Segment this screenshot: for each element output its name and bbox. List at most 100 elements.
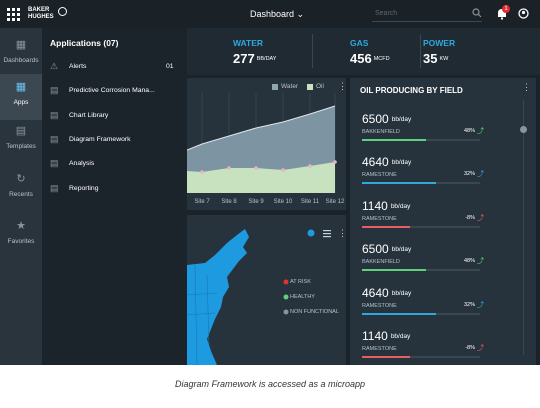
app-label[interactable]: Analysis [69, 160, 95, 168]
title-text: Dashboard [250, 9, 295, 19]
logo-text: BAKER [28, 7, 50, 13]
app-label[interactable]: Predictive Corrosion Mana... [69, 87, 155, 95]
x-label: Site 12 [325, 199, 345, 205]
field-unit: bb/day [390, 333, 411, 340]
map [187, 229, 331, 365]
field-value: 4640 [362, 155, 389, 170]
x-label: Site 7 [194, 199, 210, 205]
divider [312, 34, 313, 68]
legend-swatch [307, 84, 313, 90]
user-icon[interactable] [518, 8, 529, 19]
app-label[interactable]: Reporting [69, 184, 99, 192]
divider [420, 34, 421, 68]
metric-name: WATER [233, 38, 264, 48]
menu-dots[interactable]: ⋮ [338, 228, 347, 238]
metric-name: POWER [423, 38, 456, 48]
field-value: 4640 [362, 285, 389, 300]
logo-mark [58, 7, 67, 16]
metric-value: 456 [350, 51, 372, 66]
menu-icon[interactable] [7, 8, 20, 21]
field-value: 1140 [362, 329, 388, 343]
legend-label: Oil [316, 83, 324, 90]
metric-value: 35 [423, 51, 438, 66]
field-change: -8% [465, 345, 475, 351]
logo: BAKER HUGHES [28, 7, 54, 21]
scroll-track [523, 100, 524, 355]
field-unit: bb/day [391, 289, 412, 297]
x-label: Site 9 [248, 199, 264, 205]
dashboard-title[interactable]: Dashboard ⌄ [250, 9, 305, 19]
progress-bar [362, 269, 426, 272]
progress-bar [362, 356, 410, 358]
metrics-strip [187, 28, 540, 75]
nav-icon[interactable]: ↻ [16, 173, 26, 185]
nav-icon[interactable]: ★ [16, 220, 26, 232]
scroll-thumb[interactable] [520, 126, 527, 133]
app-icon: ▤ [50, 158, 59, 169]
field-name: RAMESTONE [362, 172, 397, 179]
nav-label[interactable]: Apps [13, 99, 29, 106]
field-name: BAKKENFIELD [362, 129, 400, 135]
field-unit: bb/day [390, 202, 411, 210]
search-box[interactable] [372, 8, 482, 22]
map-legend-label: NON FUNCTIONAL [290, 309, 339, 315]
field-unit: bb/day [391, 116, 412, 123]
nav-label[interactable]: Favorites [7, 238, 35, 245]
app-icon: ▤ [50, 109, 59, 120]
notification-badge [502, 5, 510, 13]
progress-bar [362, 182, 436, 185]
trend-icon: ⤴ [477, 128, 484, 135]
field-change: 48% [463, 128, 475, 134]
menu-dots[interactable]: ⋮ [522, 82, 531, 92]
map-legend-label: HEALTHY [290, 294, 315, 300]
app-icon: ▤ [50, 85, 59, 96]
app-icon: ⚠ [50, 61, 59, 71]
x-label: Site 10 [273, 199, 293, 205]
progress-bar [362, 312, 436, 315]
field-panel [350, 78, 536, 365]
x-label: Site 11 [300, 199, 320, 205]
notification-count: 1 [504, 6, 508, 12]
nav-icon[interactable]: ▤ [15, 125, 27, 137]
field-change: 32% [463, 171, 475, 178]
nav-icon[interactable]: ▦ [15, 81, 27, 93]
app-label[interactable]: Chart Library [69, 111, 109, 119]
legend-label: Water [281, 83, 299, 90]
app-label[interactable]: Diagram Framework [69, 135, 131, 143]
top-bar [0, 0, 540, 28]
logo-text: HUGHES [28, 14, 54, 20]
metric-unit: KW [439, 56, 449, 62]
apps-title: Applications (07) [50, 38, 119, 48]
field-unit: bb/day [391, 246, 412, 254]
map-legend-label: AT RISK [290, 279, 311, 285]
app-label[interactable]: Alerts [69, 63, 87, 70]
progress-track [362, 225, 480, 228]
trend-icon: ⤴ [477, 258, 484, 266]
apps-panel [42, 28, 187, 365]
metric-value: 277 [233, 51, 255, 66]
field-name: RAMESTONE [362, 215, 397, 222]
trend-icon: ⤴ [477, 214, 484, 222]
search-icon[interactable] [472, 8, 482, 18]
area-chart [187, 93, 337, 193]
nav-label[interactable]: Templates [6, 143, 36, 150]
app-icon: ▤ [50, 182, 59, 193]
trend-icon: ⤴ [477, 301, 484, 309]
field-change: 32% [463, 301, 475, 308]
field-change: 48% [463, 258, 475, 265]
progress-track [362, 356, 480, 358]
menu-dots[interactable]: ⋮ [338, 81, 347, 91]
field-name: RAMESTONE [362, 346, 397, 352]
field-value: 1140 [362, 198, 388, 213]
nav-label[interactable]: Recents [9, 191, 33, 198]
field-name: BAKKENFIELD [362, 259, 400, 266]
nav-active [0, 74, 42, 120]
nav-label[interactable]: Dashboards [3, 57, 39, 64]
trend-icon: ⤴ [477, 171, 484, 179]
caption: Diagram Framework is accessed as a micro… [174, 379, 366, 389]
nav-icon[interactable]: ▦ [15, 39, 27, 51]
field-change: -8% [465, 214, 475, 221]
search-placeholder: Search [375, 10, 398, 17]
metric-unit: MCFD [373, 56, 390, 62]
